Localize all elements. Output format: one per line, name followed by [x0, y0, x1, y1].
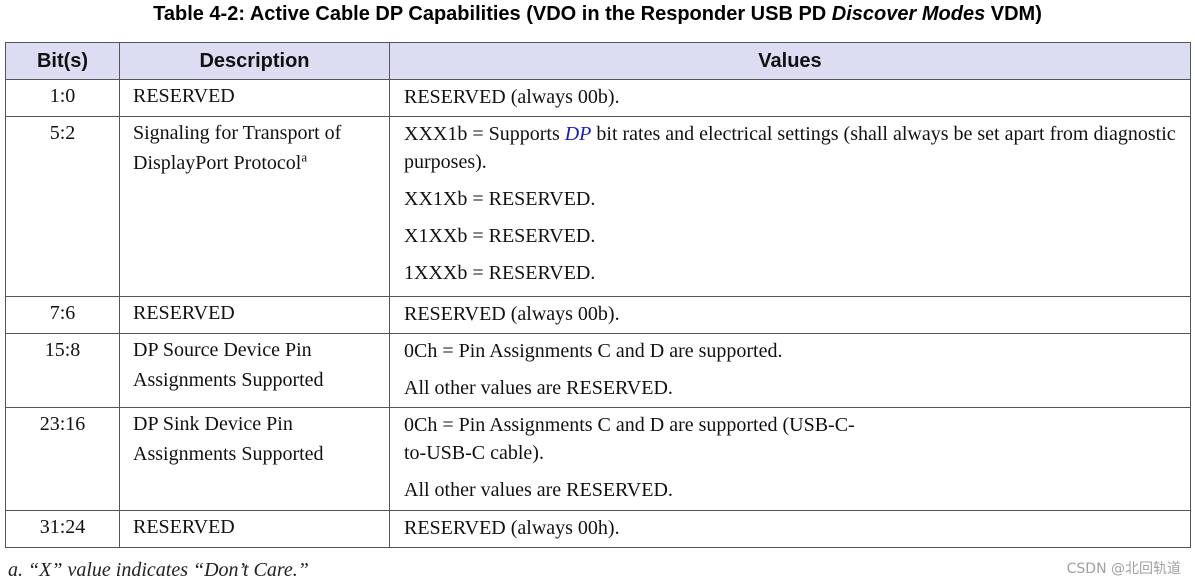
value-line: 0Ch = Pin Assignments C and D are suppor… [404, 340, 783, 362]
value-line: All other values are RESERVED. [404, 377, 673, 399]
title-italic: Discover Modes [831, 3, 986, 25]
header-values: Values [389, 42, 1191, 80]
values-cell: RESERVED (always 00h). [389, 510, 1191, 548]
value-line: RESERVED (always 00h). [404, 517, 620, 539]
title-prefix: Table 4-2: Active Cable DP Capabilities … [153, 3, 832, 25]
values-cell: XXX1b = Supports DP bit rates and electr… [389, 116, 1191, 297]
table-row: 15:8 DP Source Device Pin Assignments Su… [5, 333, 1191, 408]
capabilities-table: Bit(s) Description Values 1:0 RESERVED R… [5, 42, 1191, 548]
bits-cell: 7:6 [5, 296, 120, 334]
title-suffix: VDM) [985, 3, 1042, 25]
table-row: 23:16 DP Sink Device Pin Assignments Sup… [5, 407, 1191, 511]
table-row: 31:24 RESERVED RESERVED (always 00h). [5, 510, 1191, 548]
table-row: 7:6 RESERVED RESERVED (always 00b). [5, 296, 1191, 334]
header-description: Description [119, 42, 390, 80]
bits-cell: 23:16 [5, 407, 120, 511]
value-text: bit rates and electrical settings (shall… [404, 123, 1176, 173]
value-line: 1XXXb = RESERVED. [404, 262, 596, 284]
bits-cell: 15:8 [5, 333, 120, 408]
watermark: CSDN @北回轨道 [1066, 561, 1181, 577]
value-line: XXX1b = Supports DP bit rates and electr… [404, 120, 1180, 176]
header-bits: Bit(s) [5, 42, 120, 80]
bits-cell: 31:24 [5, 510, 120, 548]
value-line: All other values are RESERVED. [404, 479, 673, 501]
description-cell: RESERVED [119, 79, 390, 117]
description-text: Signaling for Transport of DisplayPort P… [133, 122, 342, 174]
value-line: RESERVED (always 00b). [404, 303, 620, 325]
footnote: a. “X” value indicates “Don’t Care.” [8, 559, 309, 581]
footnote-marker: a [301, 149, 308, 165]
description-cell: Signaling for Transport of DisplayPort P… [119, 116, 390, 297]
value-line: X1XXb = RESERVED. [404, 225, 596, 247]
values-cell: 0Ch = Pin Assignments C and D are suppor… [389, 407, 1191, 511]
values-cell: RESERVED (always 00b). [389, 79, 1191, 117]
bits-cell: 5:2 [5, 116, 120, 297]
bits-cell: 1:0 [5, 79, 120, 117]
value-text: XXX1b = Supports [404, 123, 565, 145]
description-cell: DP Source Device Pin Assignments Support… [119, 333, 390, 408]
description-cell: RESERVED [119, 510, 390, 548]
table-title: Table 4-2: Active Cable DP Capabilities … [0, 3, 1195, 26]
value-line: RESERVED (always 00b). [404, 86, 620, 108]
value-line: XX1Xb = RESERVED. [404, 188, 596, 210]
description-cell: RESERVED [119, 296, 390, 334]
table-row: 5:2 Signaling for Transport of DisplayPo… [5, 116, 1191, 297]
header-row: Bit(s) Description Values [5, 42, 1191, 80]
values-cell: 0Ch = Pin Assignments C and D are suppor… [389, 333, 1191, 408]
value-line: 0Ch = Pin Assignments C and D are suppor… [404, 414, 855, 464]
table-row: 1:0 RESERVED RESERVED (always 00b). [5, 79, 1191, 117]
description-cell: DP Sink Device Pin Assignments Supported [119, 407, 390, 511]
dp-term: DP [564, 123, 592, 145]
values-cell: RESERVED (always 00b). [389, 296, 1191, 334]
